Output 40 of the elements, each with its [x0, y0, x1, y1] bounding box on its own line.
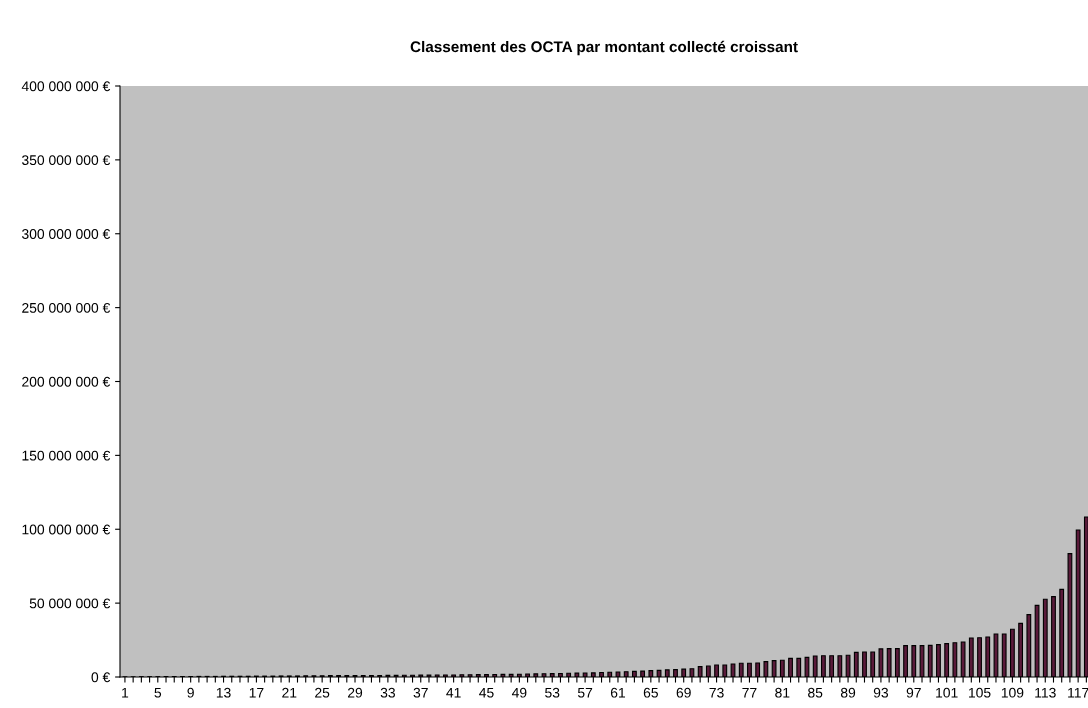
x-tick-label: 25: [315, 687, 330, 698]
x-tick-label: 69: [676, 687, 691, 698]
x-tick-label: 9: [187, 687, 194, 698]
x-tick-label: 61: [610, 687, 626, 698]
x-tick-label: 93: [873, 687, 889, 698]
x-tick-label: 57: [577, 687, 593, 698]
x-tick-label: 117: [1068, 687, 1088, 698]
x-tick-label: 37: [413, 687, 428, 698]
y-tick-label: 400 000 000 €: [21, 81, 111, 92]
y-tick-label: 150 000 000 €: [22, 450, 111, 461]
y-tick-label: 200 000 000 €: [22, 376, 111, 387]
x-tick-label: 113: [1035, 687, 1056, 698]
x-tick-label: 1: [122, 687, 129, 698]
x-tick-label: 73: [709, 687, 724, 698]
x-tick-label: 101: [936, 687, 958, 698]
y-tick-label: 50 000 000 €: [29, 598, 111, 609]
y-tick-label: 250 000 000 €: [22, 302, 111, 313]
y-tick-label: 100 000 000 €: [22, 524, 111, 535]
y-tick-label: 350 000 000 €: [22, 155, 111, 166]
x-tick-label: 17: [249, 687, 264, 698]
x-tick-label: 77: [742, 687, 757, 698]
x-tick-label: 109: [1001, 687, 1024, 698]
x-tick-label: 105: [969, 687, 991, 698]
x-tick-label: 53: [545, 687, 560, 698]
x-tick-label: 65: [643, 687, 658, 698]
x-tick-label: 97: [906, 687, 921, 698]
x-tick-label: 85: [808, 687, 823, 698]
x-tick-label: 13: [216, 687, 231, 698]
x-tick-label: 21: [282, 687, 297, 698]
x-tick-label: 89: [840, 687, 856, 698]
x-tick-label: 33: [380, 687, 395, 698]
x-tick-label: 45: [479, 687, 494, 698]
x-tick-label: 49: [511, 687, 527, 698]
x-tick-label: 41: [446, 687, 461, 698]
y-tick-label: 0 €: [91, 672, 111, 683]
y-tick-label: 300 000 000 €: [22, 229, 111, 239]
x-tick-label: 5: [154, 687, 162, 698]
x-tick-label: 29: [347, 687, 363, 698]
chart-title: Classement des OCTA par montant collecté croissant: [410, 40, 798, 56]
x-tick-label: 81: [775, 687, 790, 698]
